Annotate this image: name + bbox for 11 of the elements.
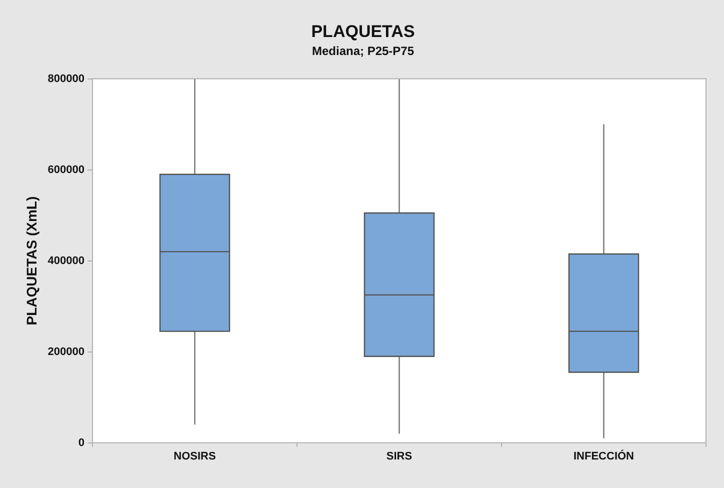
x-tick-label: INFECCIÓN <box>574 449 634 462</box>
x-tick-label: SIRS <box>386 450 412 462</box>
chart-subtitle: Mediana; P25-P75 <box>312 44 414 58</box>
y-tick-label: 600000 <box>48 164 85 176</box>
x-tick-label: NOSIRS <box>174 450 216 462</box>
y-tick-label: 0 <box>78 436 85 449</box>
y-tick-label: 400000 <box>48 254 85 267</box>
chart-title: PLAQUETAS <box>311 22 415 41</box>
y-tick-label: 800000 <box>48 72 85 85</box>
y-axis-title: PLAQUETAS (XmL) <box>23 196 40 326</box>
y-tick-label: 200000 <box>48 346 85 358</box>
